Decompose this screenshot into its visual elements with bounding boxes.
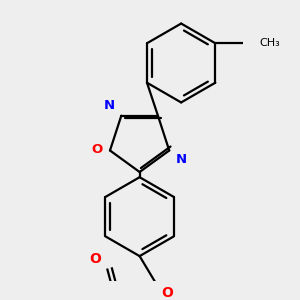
Text: CH₃: CH₃ (259, 38, 280, 48)
Text: N: N (104, 98, 115, 112)
Text: O: O (161, 286, 173, 300)
Text: O: O (89, 253, 101, 266)
Text: O: O (92, 143, 103, 156)
Text: N: N (176, 153, 187, 166)
